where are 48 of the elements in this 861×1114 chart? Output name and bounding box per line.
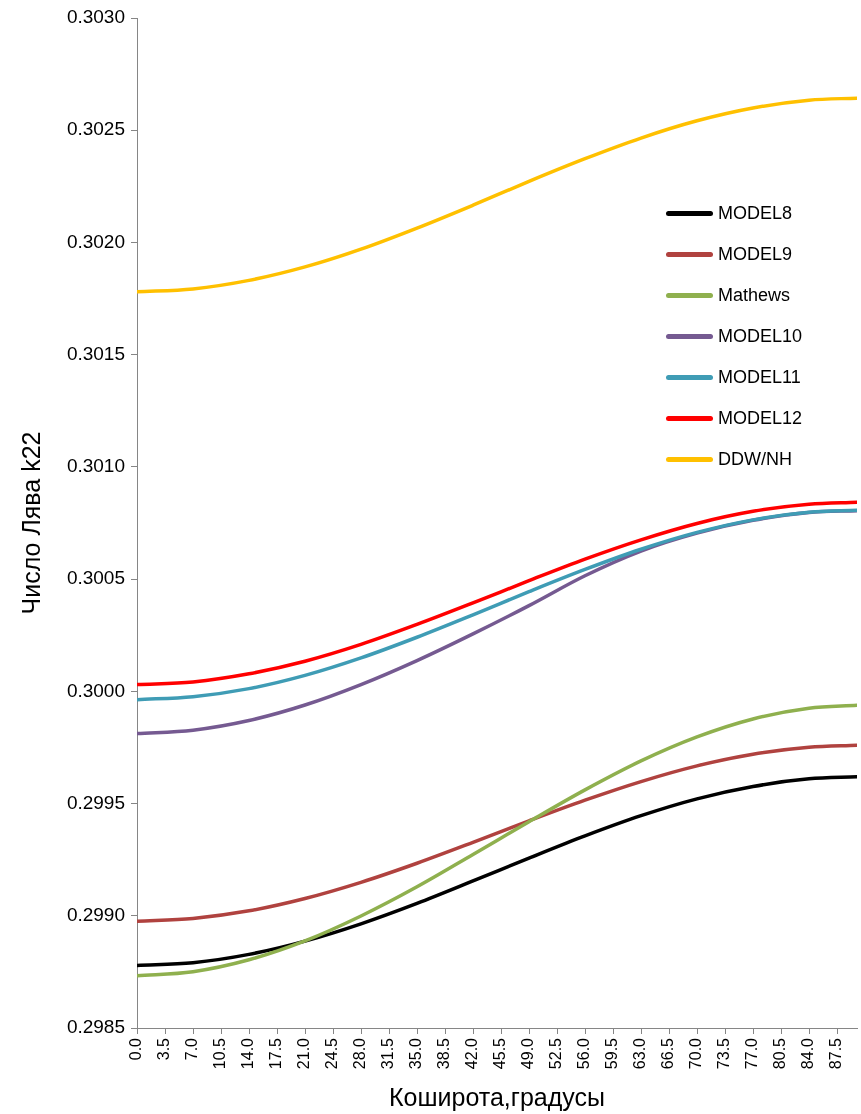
- x-tick-label: 42.0: [463, 1037, 481, 1070]
- line-series: [137, 775, 857, 968]
- x-tick-label: 70.0: [687, 1037, 705, 1070]
- legend-label: MODEL12: [718, 407, 803, 429]
- x-tick-label: 3.5: [155, 1037, 173, 1061]
- x-tick-label: 66.5: [659, 1037, 677, 1070]
- x-tick-label: 45.5: [491, 1037, 509, 1070]
- x-tick-label: 59.5: [603, 1037, 621, 1070]
- y-tick-label: 0.2990: [66, 904, 125, 926]
- x-tick-label: 77.0: [743, 1037, 761, 1070]
- legend-label: MODEL8: [718, 202, 793, 224]
- x-tick-label: 24.5: [323, 1037, 341, 1070]
- y-tick-label: 0.2995: [66, 791, 125, 813]
- line-series: [137, 743, 857, 923]
- y-tick-label: 0.3000: [66, 679, 125, 701]
- line-series: [137, 703, 857, 978]
- x-tick-label: 84.0: [799, 1037, 817, 1070]
- x-tick-label: 7.0: [183, 1037, 201, 1061]
- x-tick-label: 52.5: [547, 1037, 565, 1070]
- x-tick-label: 73.5: [715, 1037, 733, 1070]
- x-tick-label: 31.5: [379, 1037, 397, 1070]
- x-tick-label: 21.0: [295, 1037, 313, 1070]
- legend-label: DDW/NH: [718, 448, 792, 470]
- x-tick-label: 35.0: [407, 1037, 425, 1070]
- x-tick-label: 56.0: [575, 1037, 593, 1070]
- x-tick-label: 10.5: [211, 1037, 229, 1070]
- y-axis-title: Число Лява k22: [16, 431, 45, 615]
- x-tick-label: 0.0: [127, 1037, 145, 1061]
- y-tick-label: 0.3020: [66, 230, 125, 252]
- legend-label: MODEL11: [718, 366, 801, 388]
- legend-label: MODEL9: [718, 243, 793, 265]
- y-tick-label: 0.3005: [66, 567, 125, 589]
- x-tick-label: 87.5: [827, 1037, 845, 1070]
- y-tick-label: 0.3030: [66, 6, 125, 28]
- y-tick-label: 0.3010: [66, 455, 125, 477]
- x-tick-label: 14.0: [239, 1037, 257, 1070]
- x-tick-label: 63.0: [631, 1037, 649, 1070]
- y-tick-label: 0.3025: [66, 118, 125, 140]
- y-tick-label: 0.2985: [66, 1016, 125, 1038]
- legend-label: MODEL10: [718, 325, 803, 347]
- x-tick-label: 80.5: [771, 1037, 789, 1070]
- y-tick-label: 0.3015: [66, 342, 125, 364]
- legend-label: Mathews: [718, 284, 791, 306]
- x-tick-label: 38.5: [435, 1037, 453, 1070]
- x-axis-title: Коширота,градусы: [389, 1082, 605, 1111]
- x-tick-label: 49.0: [519, 1037, 537, 1070]
- x-tick-label: 17.5: [267, 1037, 285, 1070]
- x-tick-label: 28.0: [351, 1037, 369, 1070]
